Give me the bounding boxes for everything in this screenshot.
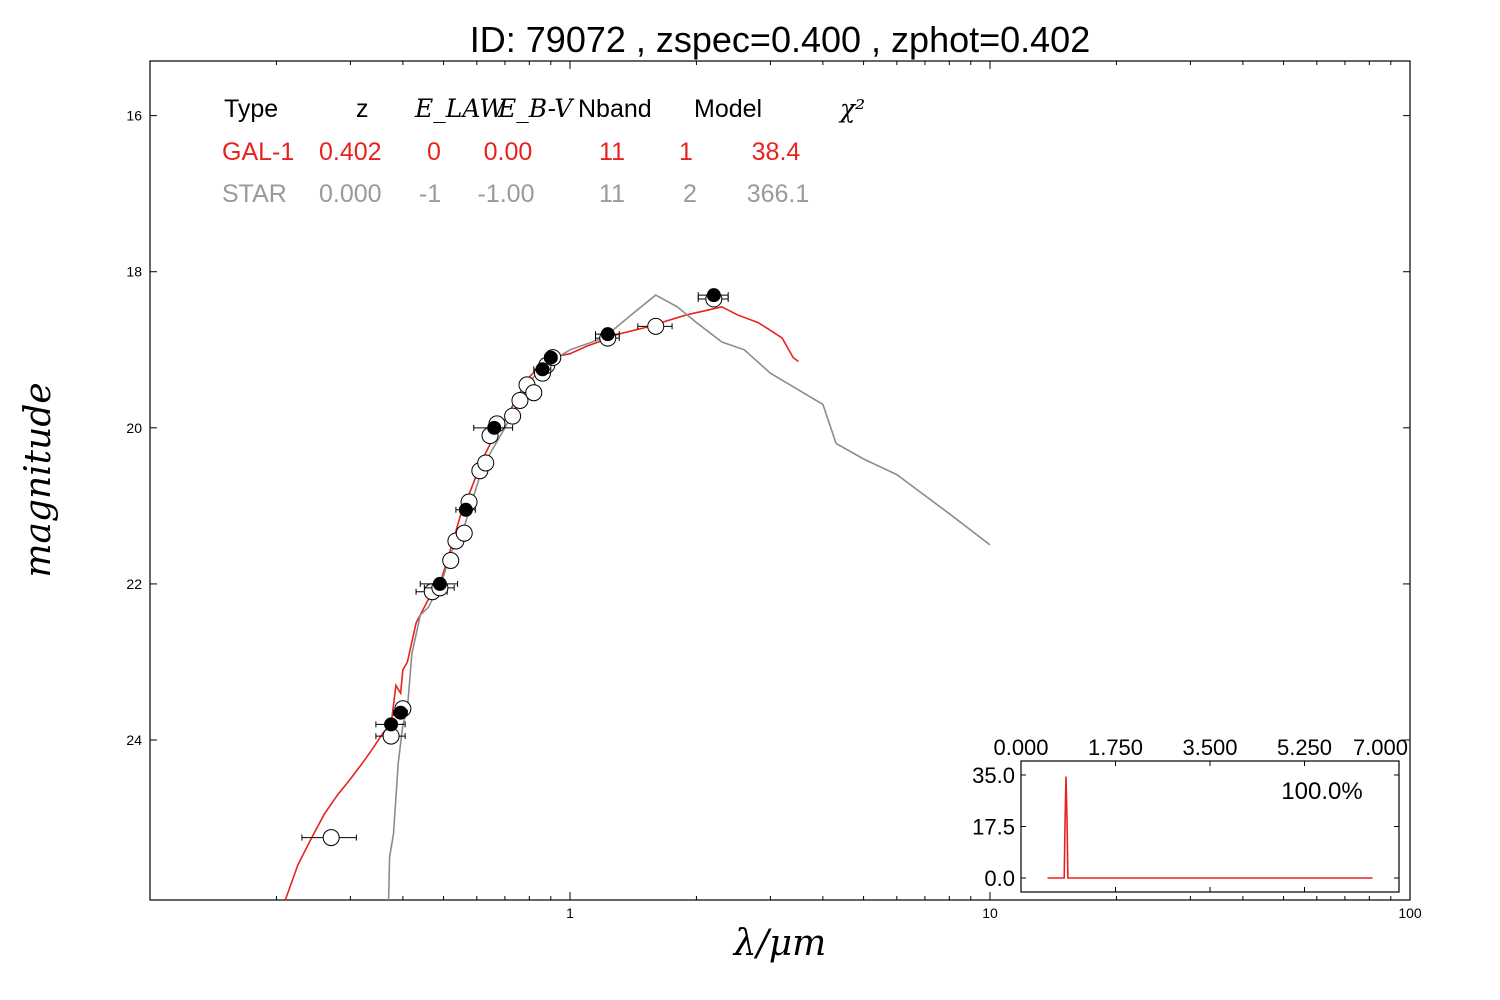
inset-ticks: 0.000 1.750 3.500 5.250 7.000 0.0 17.5 35.0 <box>972 735 1408 892</box>
y-tick-label: 16 <box>126 108 142 124</box>
spectral-fits <box>284 294 991 901</box>
main-plot-frame <box>149 60 1411 901</box>
inset-x-tick-label: 7.000 <box>1353 735 1408 760</box>
model-point <box>322 829 340 847</box>
inset-x-tick-label: 0.000 <box>993 735 1048 760</box>
observed-point <box>384 717 399 732</box>
fit-cell: 0.00 <box>484 138 533 166</box>
y-tick-label: 24 <box>126 732 142 748</box>
chart-title: ID: 79072 , zspec=0.400 , zphot=0.402 <box>470 19 1090 60</box>
fit-cell: 0.402 <box>319 138 382 166</box>
fit-header-z: z <box>356 95 369 123</box>
fit-header-ebv: E_B-V <box>497 94 575 123</box>
model-point <box>525 384 543 402</box>
observed-point <box>600 327 615 342</box>
fit-cell: 1 <box>679 138 693 166</box>
x-axis-ticks: 1 10 100 <box>275 61 1422 921</box>
inset-x-tick-label: 1.750 <box>1088 735 1143 760</box>
y-tick-label: 20 <box>126 420 142 436</box>
fit-header-type: Type <box>224 95 278 123</box>
inset-frame <box>1020 760 1400 893</box>
observed-point <box>487 420 502 435</box>
inset-x-tick-label: 5.250 <box>1277 735 1332 760</box>
inset-y-tick-label: 0.0 <box>984 866 1015 891</box>
inset-y-tick-label: 17.5 <box>972 815 1015 840</box>
fit-row-galaxy: GAL-1 0.402 0 0.00 11 1 38.4 <box>222 138 800 166</box>
x-tick-label: 100 <box>1398 905 1422 921</box>
model-point <box>504 407 522 425</box>
observed-point <box>535 362 550 377</box>
y-axis-label: magnitude <box>18 382 59 577</box>
observed-point <box>543 350 558 365</box>
fit-cell: 0.000 <box>319 180 382 208</box>
fit-cell: STAR <box>222 180 287 208</box>
series-line-star <box>387 294 991 901</box>
y-tick-label: 18 <box>126 264 142 280</box>
observed-point <box>432 576 447 591</box>
x-tick-label: 1 <box>566 905 574 921</box>
fit-table: Type z E_LAW E_B-V Nband Model χ² GAL-1 … <box>222 94 865 208</box>
fit-header-nband: Nband <box>578 95 652 123</box>
photometry-points <box>301 288 729 847</box>
fit-cell: 11 <box>599 180 625 208</box>
y-tick-label: 22 <box>126 576 142 592</box>
fit-cell: 38.4 <box>752 138 801 166</box>
inset-annotation: 100.0% <box>1281 778 1362 805</box>
model-point <box>511 392 529 410</box>
observed-point <box>458 502 473 517</box>
fit-header-chi2: χ² <box>838 94 865 123</box>
model-point <box>477 454 495 472</box>
fit-cell: -1.00 <box>478 180 535 208</box>
fit-cell: 2 <box>683 180 697 208</box>
model-point <box>647 317 665 335</box>
fit-cell: GAL-1 <box>222 138 294 166</box>
model-point <box>442 551 460 569</box>
fit-row-star: STAR 0.000 -1 -1.00 11 2 366.1 <box>222 180 809 208</box>
x-axis-label: λ/μm <box>732 923 826 964</box>
fit-cell: 11 <box>599 138 625 166</box>
fit-cell: 0 <box>427 138 441 166</box>
fit-cell: 366.1 <box>747 180 810 208</box>
redshift-pdf-inset: 0.000 1.750 3.500 5.250 7.000 0.0 17.5 35.0 100… <box>972 735 1408 893</box>
x-tick-label: 10 <box>982 905 998 921</box>
observed-point <box>706 288 721 303</box>
observed-point <box>393 705 408 720</box>
fit-cell: -1 <box>419 180 441 208</box>
series-line-gal-1 <box>284 305 799 901</box>
fit-header-model: Model <box>694 95 762 123</box>
model-point <box>455 524 473 542</box>
inset-pdf-line <box>1047 776 1373 879</box>
fit-header-elaw: E_LAW <box>414 94 507 123</box>
inset-y-tick-label: 35.0 <box>972 763 1015 788</box>
inset-x-tick-label: 3.500 <box>1182 735 1237 760</box>
